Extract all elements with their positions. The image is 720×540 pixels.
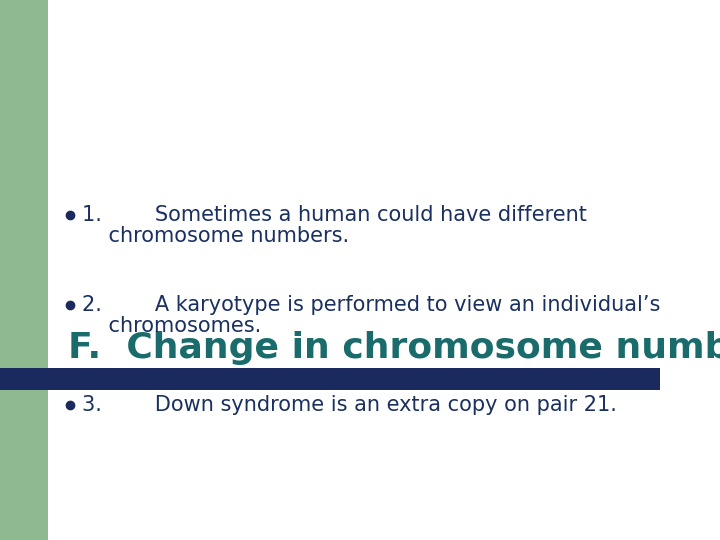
Text: F.  Change in chromosome number: F. Change in chromosome number: [68, 331, 720, 365]
Text: chromosome numbers.: chromosome numbers.: [82, 226, 349, 246]
FancyBboxPatch shape: [48, 0, 720, 540]
Bar: [0, 0, 48, 540]
Text: 2.        A karyotype is performed to view an individual’s: 2. A karyotype is performed to view an i…: [82, 295, 660, 315]
FancyBboxPatch shape: [0, 368, 660, 390]
Text: 1.        Sometimes a human could have different: 1. Sometimes a human could have differen…: [82, 205, 587, 225]
Bar: [0, 0, 160, 110]
Text: chromosomes.: chromosomes.: [82, 316, 261, 336]
FancyBboxPatch shape: [48, 0, 720, 170]
Bar: [48, 0, 720, 110]
Bar: [0, 368, 660, 390]
Text: 3.        Down syndrome is an extra copy on pair 21.: 3. Down syndrome is an extra copy on pai…: [82, 395, 617, 415]
